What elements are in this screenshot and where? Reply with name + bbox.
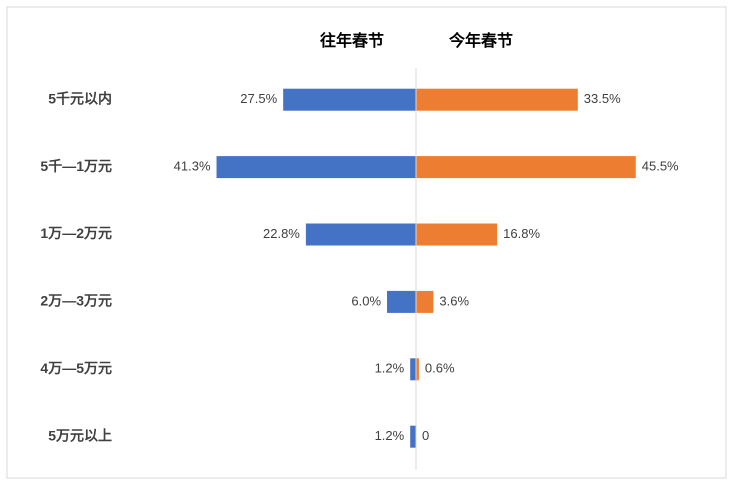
category-label: 2万—3万元 <box>40 293 112 309</box>
value-label: 6.0% <box>351 293 381 308</box>
value-label: 1.2% <box>375 361 405 376</box>
value-label: 0.6% <box>425 361 455 376</box>
bar <box>410 358 416 381</box>
bar <box>283 88 416 111</box>
bar <box>305 223 416 246</box>
category-label: 4万—5万元 <box>40 360 112 376</box>
value-label: 22.8% <box>263 226 300 241</box>
legend-entry: 往年春节 <box>320 31 384 50</box>
category-label: 1万—2万元 <box>40 225 112 241</box>
category-label: 5千—1万元 <box>40 158 112 174</box>
value-label: 41.3% <box>174 159 211 174</box>
legend-entry: 今年春节 <box>448 31 513 50</box>
category-label: 5千元以内 <box>48 90 112 106</box>
bar <box>416 290 434 313</box>
value-label: 0 <box>422 428 429 443</box>
value-label: 27.5% <box>240 91 277 106</box>
value-label: 16.8% <box>503 226 540 241</box>
category-label: 5万元以上 <box>48 427 112 443</box>
value-label: 45.5% <box>642 159 679 174</box>
value-label: 1.2% <box>375 428 405 443</box>
bar <box>416 358 419 381</box>
bar <box>416 88 578 111</box>
bar <box>416 223 498 246</box>
bar <box>387 290 416 313</box>
value-label: 33.5% <box>584 91 621 106</box>
bar <box>410 425 416 448</box>
bar <box>416 156 636 179</box>
value-label: 3.6% <box>439 293 469 308</box>
bar <box>216 156 416 179</box>
